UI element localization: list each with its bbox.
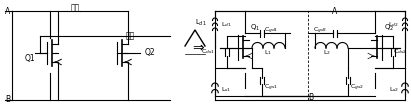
Text: C$_{gd2}$: C$_{gd2}$: [313, 26, 327, 36]
Text: L$_{d2}$: L$_{d2}$: [388, 21, 399, 29]
Text: L$_2$: L$_2$: [323, 49, 331, 57]
Text: L$_{d1}$: L$_{d1}$: [195, 18, 207, 28]
Text: C$_{gs1}$: C$_{gs1}$: [264, 83, 278, 93]
Text: A: A: [332, 6, 337, 16]
Text: L$_{d1}$: L$_{d1}$: [221, 21, 232, 29]
Text: L$_{s1}$: L$_{s1}$: [221, 86, 231, 94]
Text: Q1: Q1: [25, 53, 35, 63]
Text: A: A: [5, 6, 11, 16]
Text: ⇒: ⇒: [192, 41, 204, 55]
Text: Q2: Q2: [145, 48, 155, 57]
Text: Q$_1$: Q$_1$: [250, 23, 260, 33]
Text: L$_{s2}$: L$_{s2}$: [389, 86, 399, 94]
Text: 柵極: 柵極: [125, 32, 135, 40]
Text: B: B: [308, 94, 313, 102]
Text: L$_1$: L$_1$: [264, 49, 272, 57]
Text: C$_{gs2}$: C$_{gs2}$: [350, 83, 364, 93]
Text: 漏極: 漏極: [70, 3, 80, 13]
Text: C$_{ds1}$: C$_{ds1}$: [201, 48, 215, 56]
Text: B: B: [5, 95, 11, 105]
Text: C$_{ds2}$: C$_{ds2}$: [393, 48, 407, 56]
Text: Q$_2$: Q$_2$: [384, 23, 394, 33]
Text: C$_{gd1}$: C$_{gd1}$: [264, 26, 278, 36]
